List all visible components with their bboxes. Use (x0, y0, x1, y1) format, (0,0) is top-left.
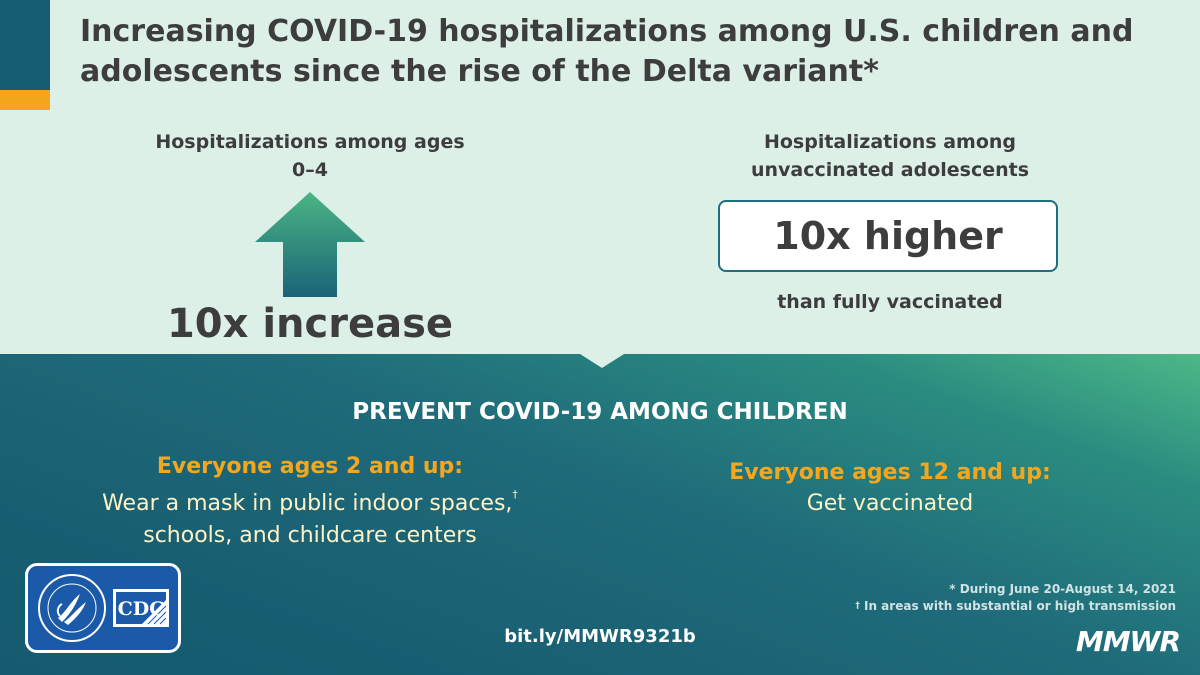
stat-left-value: 10x increase (166, 301, 454, 347)
footnote-dagger: † In areas with substantial or high tran… (760, 598, 1176, 614)
mmwr-logo: MMWR (1075, 625, 1181, 658)
recommendation-left-heading: Everyone ages 2 and up: (156, 454, 464, 479)
recommendation-left-line2: schools, and childcare centers (143, 523, 477, 548)
stat-left-label: Hospitalizations among ages 0–4 (155, 131, 465, 181)
agency-logos: CDC (25, 563, 181, 653)
footnote-asterisk: * During June 20-August 14, 2021 (949, 582, 1176, 596)
corner-accent-orange (0, 90, 50, 110)
dagger-mark: † (512, 488, 518, 501)
cdc-logo-text: CDC (118, 598, 165, 620)
top-panel: Increasing COVID-19 hospitalizations amo… (0, 0, 1200, 354)
prevent-heading: PREVENT COVID-19 AMONG CHILDREN (352, 399, 848, 425)
recommendation-right-text: Get vaccinated (806, 491, 974, 516)
footnote-dagger-mark: † (855, 601, 860, 611)
stat-right-label: Hospitalizations among unvaccinated adol… (750, 131, 1030, 181)
corner-accent-teal (0, 0, 50, 90)
recommendation-left-line1: Wear a mask in public indoor spaces, (102, 491, 513, 516)
cdc-logo-icon: CDC (113, 589, 169, 627)
section-pointer (580, 354, 624, 368)
up-arrow-icon (255, 192, 365, 297)
hhs-seal-icon (38, 574, 106, 642)
stat-right-value: 10x higher (718, 200, 1058, 272)
recommendation-left-text: Wear a mask in public indoor spaces,† sc… (40, 488, 580, 552)
footnote-dagger-text: In areas with substantial or high transm… (864, 599, 1176, 613)
bottom-panel (0, 354, 1200, 675)
stat-right-sublabel: than fully vaccinated (777, 291, 1003, 313)
page-title: Increasing COVID-19 hospitalizations amo… (80, 14, 1134, 89)
recommendation-right-heading: Everyone ages 12 and up: (729, 460, 1051, 485)
source-link[interactable]: bit.ly/MMWR9321b (504, 626, 696, 647)
